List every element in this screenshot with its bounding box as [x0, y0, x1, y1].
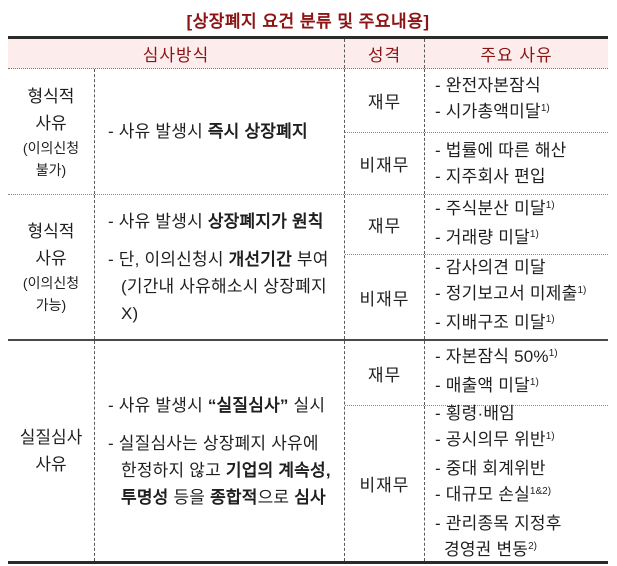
table-header-row: 심사방식 성격 주요 사유	[8, 39, 608, 69]
reason-line: - 시가총액미달1)	[435, 102, 550, 121]
method-cell: - 사유 발생시 “실질심사” 실시 - 실질심사는 상장폐지 사유에 한정하지…	[95, 341, 345, 561]
reason-line: - 법률에 따른 해산	[435, 140, 567, 160]
delisting-criteria-table: 심사방식 성격 주요 사유 형식적 사유 (이의신청 불가) - 사유 발생시 …	[8, 36, 608, 564]
page-title: [상장폐지 요건 분류 및 주요내용]	[186, 12, 430, 31]
group-label-note: (이의신청	[22, 275, 80, 291]
reason-line: - 주식분산 미달1)	[435, 198, 555, 218]
reasons-cell: - 횡령·배임 - 공시의무 위반1) - 중대 회계위반 - 대규모 손실1&…	[425, 404, 608, 561]
reason-line: - 거래량 미달1)	[435, 227, 539, 247]
nature-cell: 비재무	[345, 133, 425, 194]
group-label-note: 가능)	[35, 297, 67, 313]
method-line: 투명성 등을 종합적으로 심사	[121, 487, 326, 507]
group-label-note: (이의신청	[22, 139, 80, 156]
reason-line: - 정기보고서 미제출1)	[435, 284, 587, 303]
method-cell: - 사유 발생시 상장폐지가 원칙 - 단, 이의신청시 개선기간 부여 (기간…	[95, 195, 345, 339]
reason-line: - 자본잠식 50%1)	[435, 347, 558, 366]
group-formal-objection-allowed: 형식적 사유 (이의신청 가능) - 사유 발생시 상장폐지가 원칙 - 단, …	[8, 195, 608, 341]
method-cell: - 사유 발생시 즉시 상장폐지	[95, 69, 345, 194]
reasons-cell: - 법률에 따른 해산 - 지주회사 편입	[425, 133, 608, 194]
method-line: - 사유 발생시 즉시 상장폐지	[108, 122, 308, 141]
method-line: - 사유 발생시 상장폐지가 원칙	[108, 211, 324, 231]
subrow-financial: 재무 - 주식분산 미달1) - 거래량 미달1)	[345, 195, 608, 254]
group-label-line: 사유	[35, 113, 67, 133]
reasons-cell: - 완전자본잠식 - 시가총액미달1)	[425, 69, 608, 132]
nature-cell: 비재무	[345, 255, 425, 339]
method-line: 한정하지 않고 기업의 계속성,	[121, 460, 331, 480]
reason-line: - 횡령·배임	[435, 404, 516, 423]
subrow-nonfinancial: 비재무 - 감사의견 미달 - 정기보고서 미제출1) - 지배구조 미달1)	[345, 254, 608, 339]
reason-line: - 매출액 미달1)	[435, 376, 539, 395]
reasons-cell: - 감사의견 미달 - 정기보고서 미제출1) - 지배구조 미달1)	[425, 255, 608, 339]
group-right-column: 재무 - 주식분산 미달1) - 거래량 미달1) 비재무 - 감사의견 미달 …	[345, 195, 608, 339]
method-line: - 실질심사는 상장폐지 사유에	[108, 433, 319, 453]
nature-cell: 재무	[345, 195, 425, 254]
subrow-nonfinancial: 비재무 - 횡령·배임 - 공시의무 위반1) - 중대 회계위반 - 대규모 …	[345, 404, 608, 561]
header-cell-method: 심사방식	[8, 39, 345, 68]
group-label-line: 사유	[35, 249, 67, 268]
reason-line: - 지주회사 편입	[435, 166, 546, 186]
reasons-cell: - 자본잠식 50%1) - 매출액 미달1)	[425, 341, 608, 405]
reason-line: - 지배구조 미달1)	[435, 313, 555, 332]
method-line: (기간내 사유해소시 상장폐지X)	[121, 276, 327, 323]
header-cell-nature: 성격	[345, 39, 425, 68]
group-label-line: 형식적	[27, 222, 75, 241]
group-right-column: 재무 - 자본잠식 50%1) - 매출액 미달1) 비재무 - 횡령·배임 -…	[345, 341, 608, 561]
group-label: 형식적 사유 (이의신청 가능)	[8, 195, 95, 339]
reason-line: - 중대 회계위반	[435, 459, 546, 478]
nature-cell: 재무	[345, 69, 425, 132]
group-label-line: 사유	[35, 455, 67, 474]
reasons-cell: - 주식분산 미달1) - 거래량 미달1)	[425, 195, 608, 254]
group-label-line: 형식적	[27, 86, 75, 106]
nature-cell: 비재무	[345, 406, 425, 561]
method-line: - 단, 이의신청시 개선기간 부여	[108, 249, 329, 269]
group-right-column: 재무 - 완전자본잠식 - 시가총액미달1) 비재무 - 법률에 따른 해산 -…	[345, 69, 608, 194]
group-label-note: 불가)	[35, 161, 67, 178]
header-cell-reason: 주요 사유	[480, 46, 553, 65]
group-substantive-review: 실질심사 사유 - 사유 발생시 “실질심사” 실시 - 실질심사는 상장폐지 …	[8, 341, 608, 561]
reason-line: 경영권 변동2)	[444, 540, 538, 559]
subrow-nonfinancial: 비재무 - 법률에 따른 해산 - 지주회사 편입	[345, 132, 608, 194]
reason-line: - 공시의무 위반1)	[435, 430, 555, 449]
reason-line: - 감사의견 미달	[435, 258, 546, 277]
reason-line: - 완전자본잠식	[435, 76, 541, 95]
group-label-line: 실질심사	[19, 428, 83, 447]
method-line: - 사유 발생시 “실질심사” 실시	[108, 395, 326, 415]
group-formal-no-objection: 형식적 사유 (이의신청 불가) - 사유 발생시 즉시 상장폐지 재무 - 완…	[8, 69, 608, 195]
group-label: 실질심사 사유	[8, 341, 95, 561]
nature-cell: 재무	[345, 341, 425, 405]
group-label: 형식적 사유 (이의신청 불가)	[8, 69, 95, 194]
subrow-financial: 재무 - 자본잠식 50%1) - 매출액 미달1)	[345, 341, 608, 405]
reason-line: - 대규모 손실1&2)	[435, 485, 552, 504]
reason-line: - 관리종목 지정후	[435, 514, 562, 533]
subrow-financial: 재무 - 완전자본잠식 - 시가총액미달1)	[345, 69, 608, 132]
